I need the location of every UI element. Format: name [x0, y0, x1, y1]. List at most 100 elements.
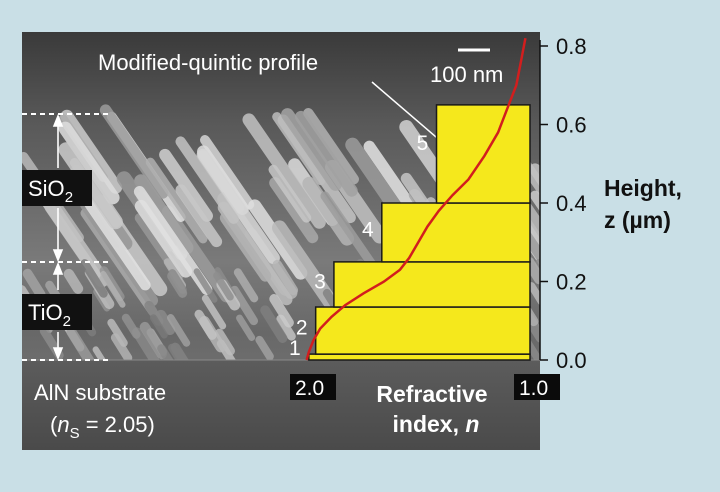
- substrate-index-subscript: S: [70, 425, 80, 442]
- sio2-label-main: SiO: [28, 176, 65, 201]
- height-axis-title-line1: Height,: [604, 175, 682, 201]
- substrate-index-open: (: [50, 412, 58, 437]
- tio2-label-text: TiO2: [28, 300, 71, 330]
- tio2-nanorod: [167, 271, 188, 298]
- tio2-nanorod: [107, 318, 128, 347]
- sio2-nanorod: [200, 135, 255, 210]
- index-axis-left-tick-label: 2.0: [295, 377, 324, 400]
- substrate-region: [22, 360, 540, 450]
- index-step-5: [435, 104, 531, 204]
- index-axis-title-line2: index, n: [393, 411, 480, 437]
- index-axis-title-line1: Refractive: [376, 381, 487, 407]
- sio2-nanorod: [320, 191, 382, 276]
- sio2-nanorod: [268, 164, 312, 223]
- tio2-nanorod: [214, 328, 235, 356]
- sio2-nanorod: [145, 157, 208, 244]
- tio2-nanorod: [121, 313, 141, 339]
- tio2-nanorod: [132, 327, 160, 366]
- tio2-nanorod: [236, 314, 256, 341]
- index-axis-title-text: index,: [393, 411, 466, 437]
- tio2-nanorod: [201, 294, 227, 330]
- sio2-nanorod: [175, 136, 239, 224]
- sio2-nanorod: [363, 140, 415, 210]
- height-tick-label-0.0: 0.0: [556, 348, 587, 373]
- sio2-nanorod: [134, 199, 193, 278]
- index-axis-right-tick-label: 1.0: [519, 377, 548, 400]
- sio2-nanorod: [242, 113, 326, 229]
- tio2-nanorod: [269, 294, 294, 328]
- sio2-nanorod: [60, 109, 123, 194]
- tio2-label: TiO2: [22, 294, 92, 330]
- tio2-nanorod: [63, 268, 84, 294]
- tio2-label-subscript: 2: [63, 313, 71, 330]
- index-axis-right-tick-background: [514, 374, 560, 400]
- index-step-3: [333, 261, 531, 308]
- height-tick-label-0.4: 0.4: [556, 191, 587, 216]
- tio2-thickness-arrow: [52, 261, 64, 361]
- tio2-nanorod: [110, 333, 133, 363]
- index-step-1: [308, 353, 531, 361]
- sio2-nanorod: [303, 107, 359, 185]
- tio2-nanorod: [193, 268, 218, 303]
- tio2-nanorod: [213, 271, 234, 301]
- sio2-nanorod: [269, 177, 319, 244]
- tio2-label-background: [22, 294, 92, 330]
- step-label-5: 5: [417, 132, 429, 155]
- tio2-nanorod: [149, 314, 168, 339]
- index-step-4: [381, 202, 531, 263]
- step-label-4: 4: [362, 218, 374, 241]
- sio2-nanorod: [302, 176, 355, 246]
- layer-boundaries: [22, 113, 110, 361]
- sio2-nanorod: [529, 163, 540, 187]
- sio2-nanorod: [58, 121, 120, 205]
- layer-arrows: [52, 113, 64, 361]
- sio2-thickness-arrow: [52, 113, 64, 263]
- index-steps: [308, 104, 531, 361]
- tio2-nanorod: [194, 309, 217, 340]
- step-label-1: 1: [289, 337, 301, 360]
- tio2-nanorod: [233, 268, 259, 303]
- sio2-label: SiO2: [22, 170, 92, 206]
- substrate-index-value: = 2.05): [80, 412, 155, 437]
- sio2-nanorod: [196, 148, 280, 265]
- index-axis-left-tick-background: [290, 374, 336, 400]
- height-tick-label-0.8: 0.8: [556, 34, 587, 59]
- sio2-nanorod: [295, 110, 358, 197]
- index-step-2: [314, 306, 531, 355]
- sio2-label-subscript: 2: [65, 189, 73, 206]
- sio2-label-text: SiO2: [28, 176, 73, 206]
- sio2-nanorod: [281, 108, 342, 191]
- tio2-nanorod: [155, 309, 176, 336]
- sio2-label-background: [22, 170, 92, 206]
- scale-bar: 100 nm: [430, 48, 503, 87]
- substrate-label: AlN substrate: [34, 380, 166, 405]
- profile-curve: [305, 37, 527, 361]
- index-axis-left-tick: 2.0: [290, 374, 336, 400]
- sio2-nanorod: [272, 112, 326, 186]
- sio2-nanorod: [159, 148, 213, 222]
- step-label-3: 3: [314, 270, 326, 293]
- substrate-index: (nS = 2.05): [50, 412, 155, 442]
- sio2-nanorod: [248, 199, 308, 280]
- sio2-nanorod: [99, 104, 169, 199]
- sio2-nanorod: [219, 212, 272, 282]
- tio2-nanorod: [272, 259, 299, 296]
- tio2-nanorod: [100, 271, 126, 308]
- height-tick-label-0.6: 0.6: [556, 113, 587, 138]
- index-axis-right-tick: 1.0: [514, 374, 560, 400]
- sio2-nanorod: [175, 184, 223, 248]
- sio2-nanorod: [345, 137, 407, 221]
- sio2-nanorod: [84, 198, 151, 291]
- tio2-nanorod: [80, 259, 108, 298]
- tio2-nanorod: [260, 305, 288, 343]
- tio2-nanorod: [230, 285, 259, 326]
- height-axis-title-line2: z (µm): [604, 207, 671, 233]
- sio2-nanorod: [44, 199, 110, 288]
- tio2-nanorod: [166, 314, 191, 347]
- tio2-label-main: TiO: [28, 300, 63, 325]
- sio2-nanorod: [134, 174, 194, 255]
- substrate-index-symbol: n: [57, 412, 69, 437]
- profile-label: Modified-quintic profile: [98, 50, 318, 75]
- tio2-nanorod: [255, 335, 274, 361]
